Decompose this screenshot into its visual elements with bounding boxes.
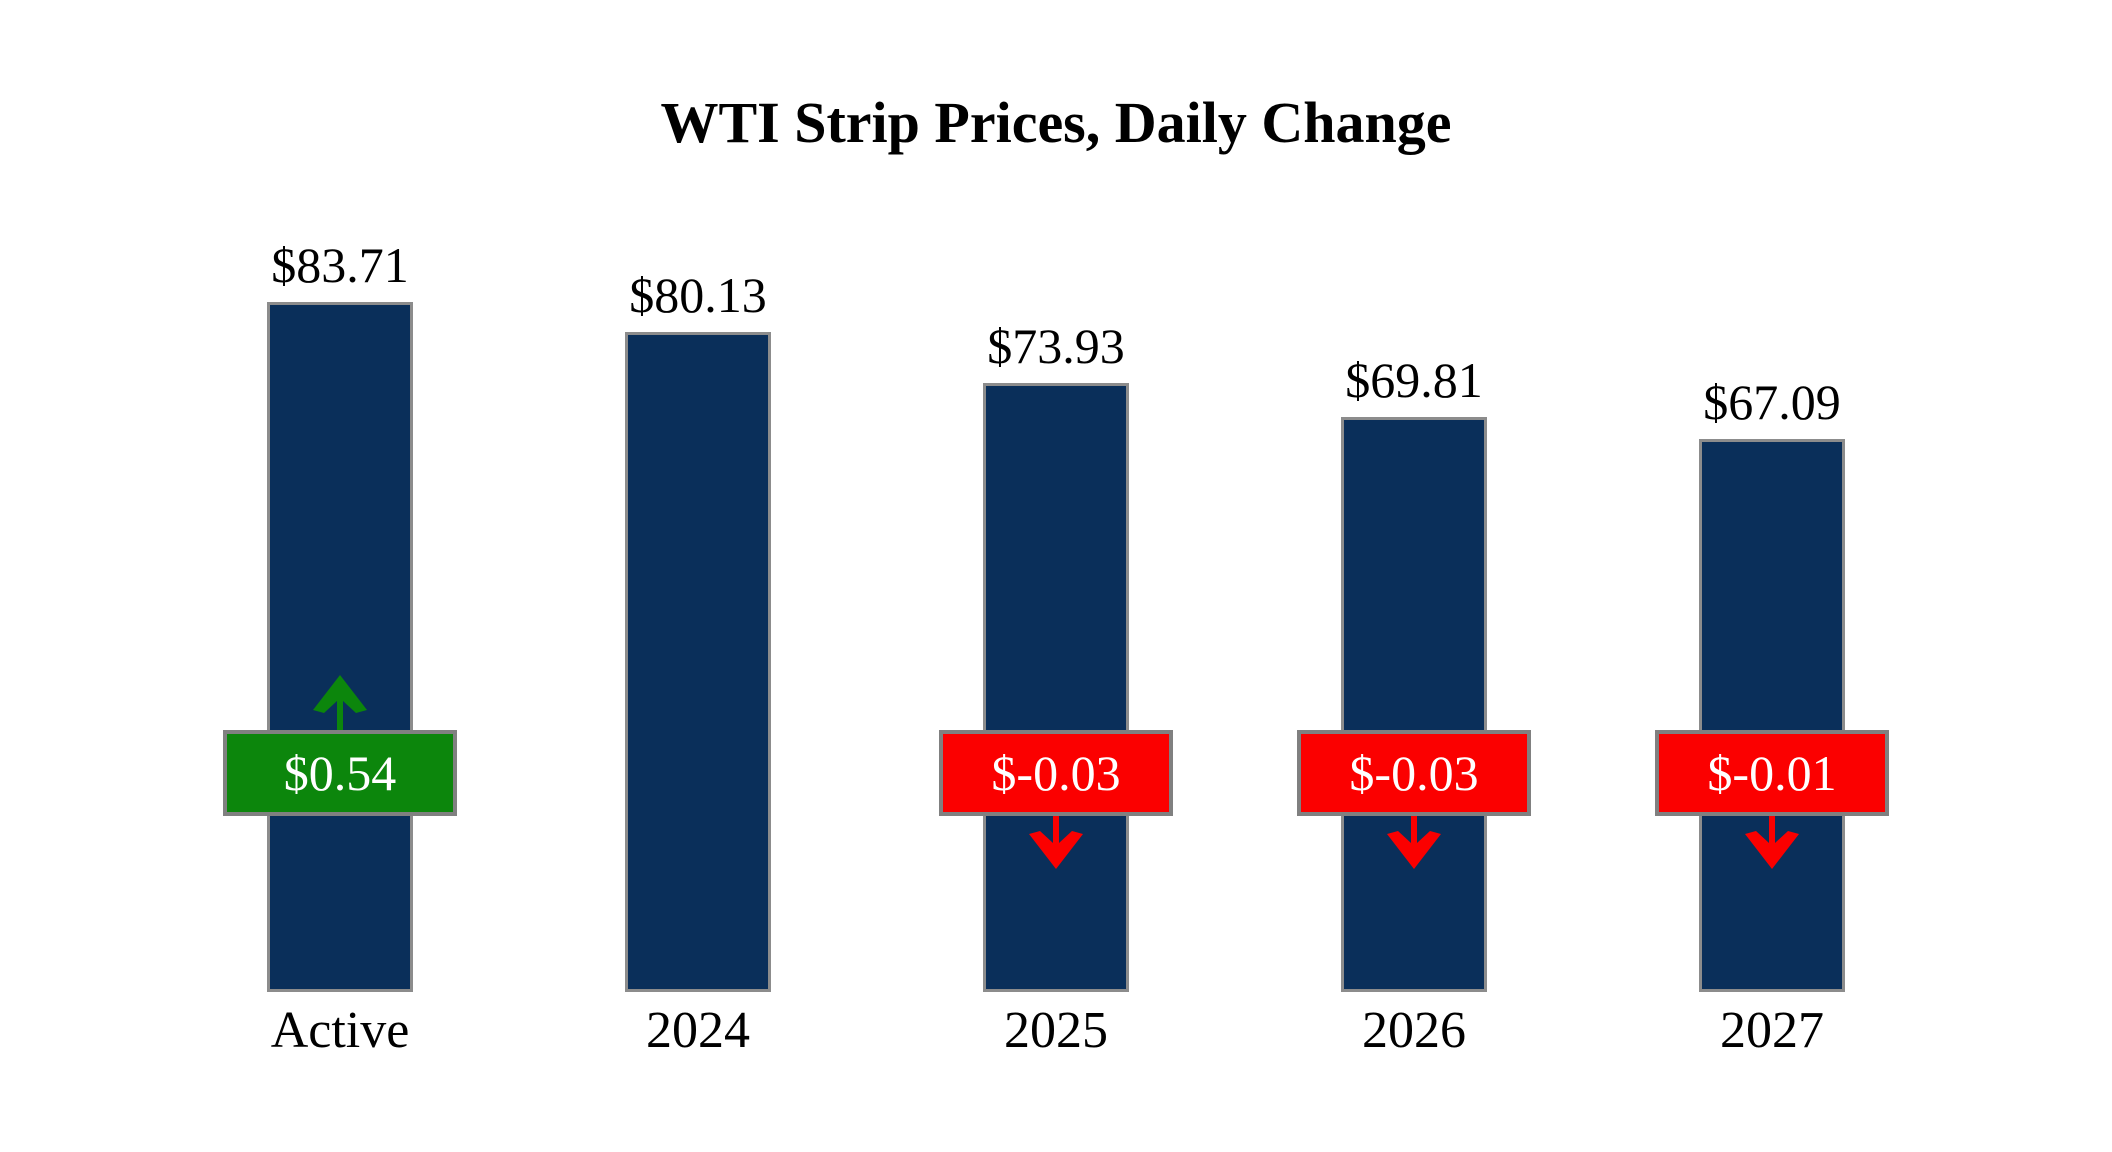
bar xyxy=(1699,439,1845,992)
change-badge: $-0.03 xyxy=(939,730,1173,816)
bar-group-2027: $67.09 $-0.01 2027 xyxy=(1592,0,1952,1152)
change-value: $-0.01 xyxy=(1707,745,1837,801)
change-badge: $-0.01 xyxy=(1655,730,1889,816)
bar xyxy=(983,383,1129,992)
change-badge: $0.54 xyxy=(223,730,457,816)
bar-value-label: $67.09 xyxy=(1703,374,1841,430)
down-arrow-icon xyxy=(1029,811,1083,869)
bar-value-label: $83.71 xyxy=(271,237,409,293)
bar xyxy=(625,332,771,992)
bar-group-2026: $69.81 $-0.03 2026 xyxy=(1234,0,1594,1152)
category-label: 2026 xyxy=(1362,1002,1466,1059)
change-value: $-0.03 xyxy=(1349,745,1479,801)
category-label: 2024 xyxy=(646,1002,750,1059)
category-label: Active xyxy=(270,1002,410,1059)
down-arrow-icon xyxy=(1745,811,1799,869)
bar-group-2024: $80.13 2024 xyxy=(518,0,878,1152)
down-arrow-icon xyxy=(1387,811,1441,869)
change-value: $0.54 xyxy=(283,745,397,801)
change-badge: $-0.03 xyxy=(1297,730,1531,816)
chart-title: WTI Strip Prices, Daily Change xyxy=(660,90,1452,155)
bar xyxy=(1341,417,1487,992)
bar-value-label: $80.13 xyxy=(629,267,767,323)
change-value: $-0.03 xyxy=(991,745,1121,801)
bar-value-label: $69.81 xyxy=(1345,352,1483,408)
bar xyxy=(267,302,413,992)
category-label: 2025 xyxy=(1004,1002,1108,1059)
bar-group-active: $83.71 $0.54 Active xyxy=(160,0,520,1152)
category-label: 2027 xyxy=(1720,1002,1824,1059)
bar-group-2025: $73.93 $-0.03 2025 xyxy=(876,0,1236,1152)
bar-value-label: $73.93 xyxy=(987,318,1125,374)
up-arrow-icon xyxy=(313,675,367,733)
